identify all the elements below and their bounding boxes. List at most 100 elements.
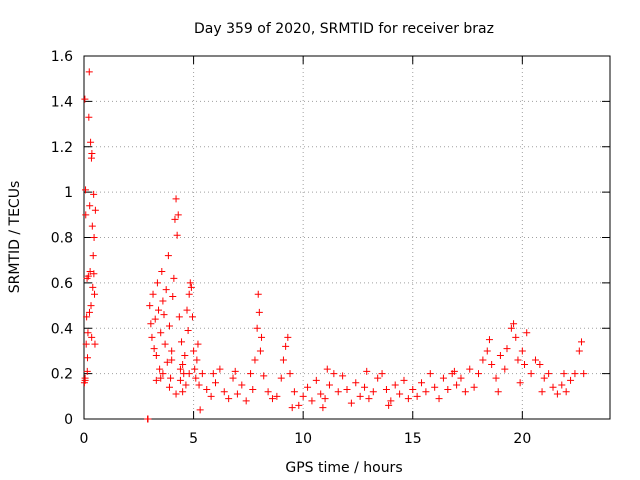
data-point [87, 138, 95, 146]
data-point [82, 340, 90, 348]
data-point [207, 392, 215, 400]
data-point [216, 365, 224, 373]
data-point [229, 374, 237, 382]
data-point [90, 190, 98, 198]
data-point [212, 379, 219, 387]
x-tick-label: 5 [189, 431, 198, 447]
data-point [516, 379, 524, 387]
y-tick-label: 0 [64, 412, 73, 428]
data-point [567, 376, 575, 384]
data-point [81, 95, 89, 103]
data-point [290, 388, 298, 396]
y-tick-label: 0.2 [51, 367, 73, 383]
data-point [88, 333, 96, 341]
data-point [233, 390, 241, 398]
data-point [173, 231, 181, 239]
data-point [319, 404, 327, 412]
data-point [186, 279, 194, 287]
x-tick-label: 10 [294, 431, 312, 447]
data-point [279, 356, 287, 364]
data-point [560, 370, 568, 378]
grid [84, 56, 610, 419]
data-point [165, 383, 173, 391]
data-point [453, 381, 461, 389]
data-point [187, 283, 195, 291]
y-tick-label: 0.6 [51, 276, 73, 292]
data-point [150, 345, 158, 353]
data-point [158, 268, 166, 276]
y-tick-label: 0.4 [51, 321, 73, 337]
data-point [422, 388, 430, 396]
data-point [385, 401, 393, 409]
data-point [185, 370, 193, 378]
data-point [193, 356, 201, 364]
data-point [238, 381, 246, 389]
data-point [260, 372, 268, 380]
data-point [179, 361, 187, 369]
data-point [325, 381, 333, 389]
data-point [247, 370, 255, 378]
data-point [521, 361, 529, 369]
data-point [182, 381, 190, 389]
data-point [225, 395, 233, 403]
data-point [159, 370, 167, 378]
data-point [91, 290, 99, 298]
data-point [492, 374, 500, 382]
data-point [485, 336, 493, 344]
data-point [183, 306, 191, 314]
data-point [571, 370, 579, 378]
data-point [169, 292, 177, 300]
y-tick-label: 1.4 [51, 94, 73, 110]
data-point [457, 374, 465, 382]
data-point [580, 370, 588, 378]
data-point [174, 211, 182, 219]
data-point [494, 388, 502, 396]
chart-title: Day 359 of 2020, SRMTID for receiver bra… [194, 21, 494, 37]
data-point [496, 351, 504, 359]
data-point [86, 268, 94, 276]
data-point [374, 374, 382, 382]
data-point [157, 374, 165, 382]
data-point [196, 406, 204, 414]
data-point [156, 365, 164, 373]
data-point [409, 386, 417, 394]
data-point [256, 347, 264, 355]
data-point [161, 340, 169, 348]
data-point [479, 356, 487, 364]
data-point [444, 386, 452, 394]
data-point [461, 388, 469, 396]
data-point [83, 367, 91, 375]
data-point [361, 383, 369, 391]
data-point [488, 361, 496, 369]
data-point [382, 386, 390, 394]
data-point [538, 388, 546, 396]
data-point [84, 272, 92, 280]
data-point [195, 381, 203, 389]
plot-frame [83, 55, 611, 420]
data-point [365, 395, 373, 403]
data-point [282, 342, 290, 350]
data-point [308, 397, 316, 405]
data-point [258, 333, 266, 341]
data-point [194, 340, 202, 348]
data-point [501, 365, 509, 373]
data-point [164, 252, 172, 260]
data-point [159, 297, 167, 305]
data-point [185, 290, 193, 298]
data-point [527, 370, 535, 378]
data-point [176, 376, 184, 384]
y-tick-label: 1 [64, 185, 73, 201]
data-point [510, 320, 518, 328]
data-point [87, 302, 95, 310]
data-point [312, 376, 320, 384]
data-point [518, 347, 526, 355]
data-point [175, 313, 183, 321]
data-point [153, 279, 161, 287]
data-point [356, 392, 364, 400]
data-point [254, 290, 262, 298]
data-point [418, 379, 426, 387]
data-point [514, 356, 522, 364]
data-point [578, 338, 586, 346]
data-point [162, 286, 170, 294]
data-point [231, 367, 239, 375]
